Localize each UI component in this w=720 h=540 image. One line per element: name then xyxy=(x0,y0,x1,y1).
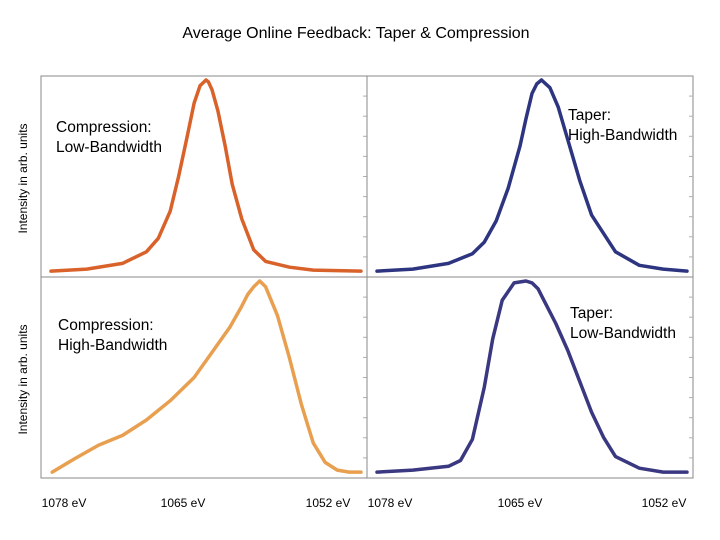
panel-frame xyxy=(40,75,368,278)
series-line-bottom-left xyxy=(50,279,363,474)
y-axis-label: Intensity in arb. units xyxy=(16,123,30,233)
panel-label-top-right: Taper: High-Bandwidth xyxy=(568,107,677,144)
x-tick-label: 1052 eV xyxy=(642,496,687,510)
panel-label-top-left: Compression: Low-Bandwidth xyxy=(56,119,162,156)
series-line-bottom-right xyxy=(375,279,689,474)
series-line-top-left xyxy=(49,78,363,273)
x-tick-label: 1065 eV xyxy=(161,496,206,510)
x-tick-label: 1078 eV xyxy=(42,496,87,510)
axis-text: Intensity in arb. units Intensity in arb.… xyxy=(16,123,686,510)
panel-label-bottom-left: Compression: High-Bandwidth xyxy=(58,317,167,354)
panel-label-bottom-right: Taper: Low-Bandwidth xyxy=(570,305,676,342)
x-tick-label: 1052 eV xyxy=(306,496,351,510)
panel-frame xyxy=(366,276,694,479)
panel-curves xyxy=(49,78,689,474)
chart-title: Average Online Feedback: Taper & Compres… xyxy=(182,25,529,42)
y-axis-label: Intensity in arb. units xyxy=(16,324,30,434)
series-line-top-right xyxy=(375,78,689,273)
panel-frames xyxy=(40,75,694,479)
panel-labels: Compression: Low-Bandwidth Taper: High-Band… xyxy=(56,107,677,354)
x-tick-label: 1065 eV xyxy=(498,496,543,510)
x-tick-label: 1078 eV xyxy=(368,496,413,510)
